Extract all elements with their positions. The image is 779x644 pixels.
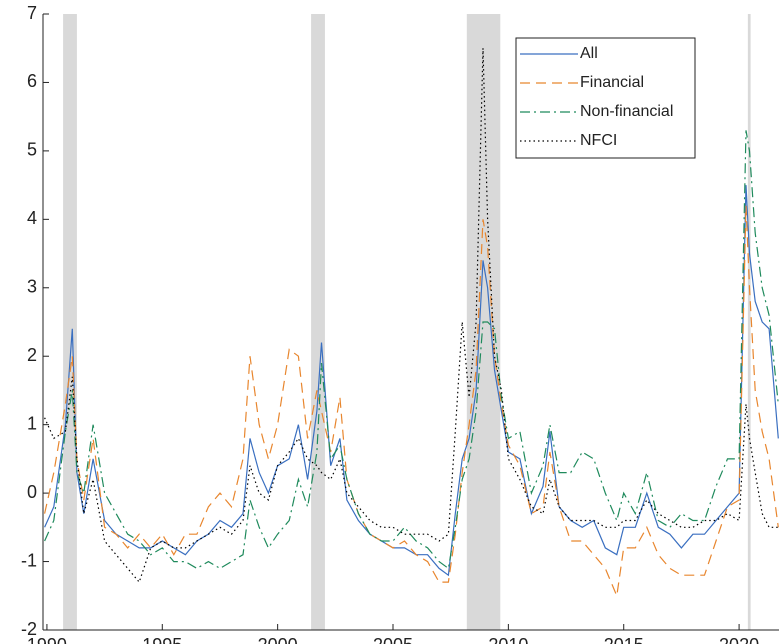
y-tick-label: -2 <box>21 619 37 639</box>
series-line <box>44 205 779 599</box>
recession-band <box>311 14 325 630</box>
series-line <box>44 185 779 577</box>
y-tick-label: 6 <box>27 71 37 91</box>
x-tick-label: 2015 <box>604 635 644 644</box>
y-tick-label: 0 <box>27 482 37 502</box>
legend-label: All <box>580 45 598 62</box>
y-tick-label: 5 <box>27 140 37 160</box>
y-tick-label: 4 <box>27 208 37 228</box>
legend-label: NFCI <box>580 132 617 149</box>
series-line <box>44 48 779 584</box>
x-tick-label: 2020 <box>719 635 759 644</box>
x-tick-label: 1990 <box>27 635 67 644</box>
x-tick-label: 2010 <box>488 635 528 644</box>
legend: All Financial Non-financial NFCI <box>515 37 696 159</box>
y-tick-label: 1 <box>27 413 37 433</box>
recession-band <box>63 14 77 630</box>
y-tick-label: 2 <box>27 345 37 365</box>
x-tick-label: 1995 <box>142 635 182 644</box>
x-tick-label: 2000 <box>258 635 298 644</box>
legend-label: Financial <box>580 74 644 91</box>
series-line <box>44 130 779 570</box>
x-tick-label: 2005 <box>373 635 413 644</box>
recession-band <box>747 14 751 630</box>
legend-label: Non-financial <box>580 103 673 120</box>
y-tick-label: -1 <box>21 550 37 570</box>
legend-box <box>515 37 696 159</box>
y-tick-label: 3 <box>27 277 37 297</box>
y-tick-label: 7 <box>27 3 37 23</box>
